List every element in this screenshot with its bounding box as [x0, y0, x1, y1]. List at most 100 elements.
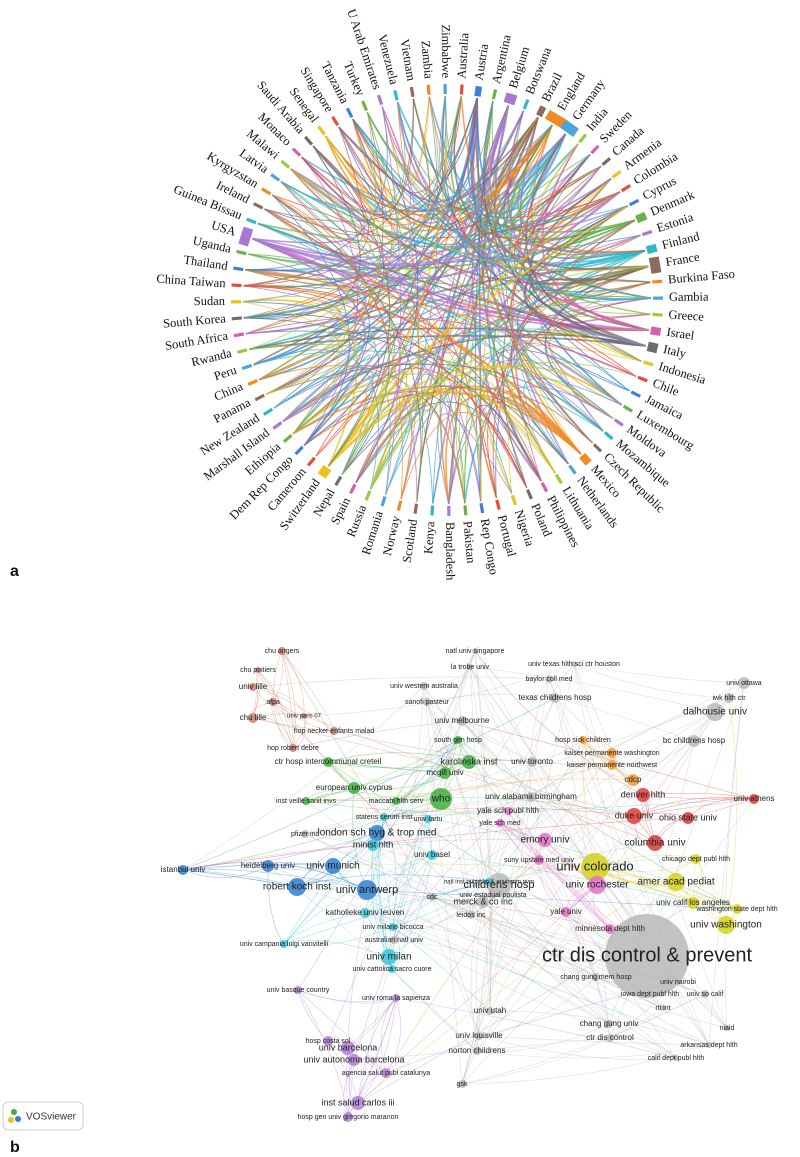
country-arc: [652, 312, 663, 317]
chord: [271, 98, 414, 236]
node: [262, 860, 274, 872]
node-label: mcgill univ: [426, 768, 463, 777]
node: [607, 760, 617, 770]
chord: [432, 380, 513, 504]
node: [467, 664, 473, 670]
edge: [482, 901, 710, 1046]
edge: [395, 997, 677, 1059]
node: [294, 986, 302, 994]
node: [579, 736, 587, 744]
node-label: univ campania luigi vanvitelli: [240, 941, 329, 948]
edge: [499, 822, 611, 930]
country-arc: [560, 119, 579, 137]
edge: [392, 650, 476, 928]
chord: [252, 237, 623, 406]
node-label: chang gung univ: [580, 1019, 639, 1028]
node: [626, 808, 642, 824]
edge: [383, 807, 635, 818]
vosviewer-badge: VOSviewer: [2, 1101, 84, 1131]
node-label: yale sch med: [479, 820, 520, 827]
edge: [296, 886, 610, 1025]
node: [341, 1041, 355, 1055]
node-label: dalhousie univ: [683, 707, 747, 718]
chord: [301, 156, 358, 446]
country-arc: [579, 452, 592, 466]
country-arc: [510, 494, 518, 506]
node: [592, 973, 600, 981]
chord: [252, 165, 602, 265]
chord: [355, 409, 443, 504]
node: [477, 896, 489, 908]
chord: [341, 401, 528, 488]
node-label: south gen hosp: [434, 737, 482, 744]
edge: [633, 797, 755, 817]
chord: [252, 237, 646, 347]
node: [504, 807, 512, 815]
country-arc: [459, 84, 464, 95]
country-arc: [272, 421, 283, 430]
country-label: USA: [210, 218, 238, 239]
chord: [243, 317, 542, 482]
edge: [372, 844, 391, 958]
node: [462, 755, 476, 769]
chord: [249, 112, 377, 350]
node: [605, 1020, 613, 1028]
chord: [301, 106, 411, 221]
edge: [182, 798, 442, 871]
edge: [431, 711, 716, 898]
node-label: ctr hosp intercommunal creteil: [275, 757, 382, 766]
edge: [582, 739, 596, 868]
chord: [280, 181, 466, 504]
node: [367, 839, 379, 851]
country-arc: [463, 505, 468, 516]
chord: [248, 253, 652, 299]
node-label: univ basque country: [267, 987, 330, 994]
node: [561, 907, 571, 917]
edge: [332, 863, 677, 883]
country-arc: [252, 202, 264, 210]
node: [390, 936, 398, 944]
node-label: childrens hosp: [464, 879, 535, 891]
edge: [470, 901, 484, 1052]
country-arc: [491, 89, 498, 100]
node-label: univ colorado: [556, 858, 633, 873]
edge: [357, 858, 697, 1104]
edge: [305, 798, 442, 802]
chord: [416, 117, 539, 502]
edge: [305, 739, 459, 802]
edge: [530, 697, 730, 798]
chord: [315, 367, 528, 488]
node: [323, 757, 333, 767]
chord: [245, 133, 567, 272]
node-label: hop necker enfants malad: [294, 728, 375, 735]
chord: [315, 165, 602, 457]
chord: [259, 335, 376, 422]
edge: [470, 914, 677, 1059]
edge: [327, 761, 470, 769]
edge: [431, 682, 745, 856]
edge: [459, 650, 476, 722]
edge: [489, 1010, 710, 1046]
edge: [364, 912, 677, 1059]
node: [249, 683, 257, 691]
chord: [265, 363, 604, 432]
node: [485, 878, 493, 886]
chord: [271, 181, 358, 261]
node: [581, 853, 609, 881]
chord: [243, 223, 363, 319]
country-arc: [304, 135, 314, 146]
country-arc: [349, 483, 357, 495]
node: [660, 1005, 666, 1011]
edge: [474, 650, 491, 1012]
node: [392, 797, 400, 805]
edge: [252, 713, 305, 719]
chord: [487, 297, 652, 499]
edge: [431, 896, 480, 1037]
edge: [392, 926, 491, 1012]
chord: [366, 101, 494, 209]
node: [472, 648, 478, 654]
node-label: london sch hyg & trop med: [318, 828, 437, 839]
country-arc: [646, 341, 659, 354]
node-label: univ ottawa: [726, 680, 762, 687]
country-label: South Korea: [163, 311, 227, 330]
